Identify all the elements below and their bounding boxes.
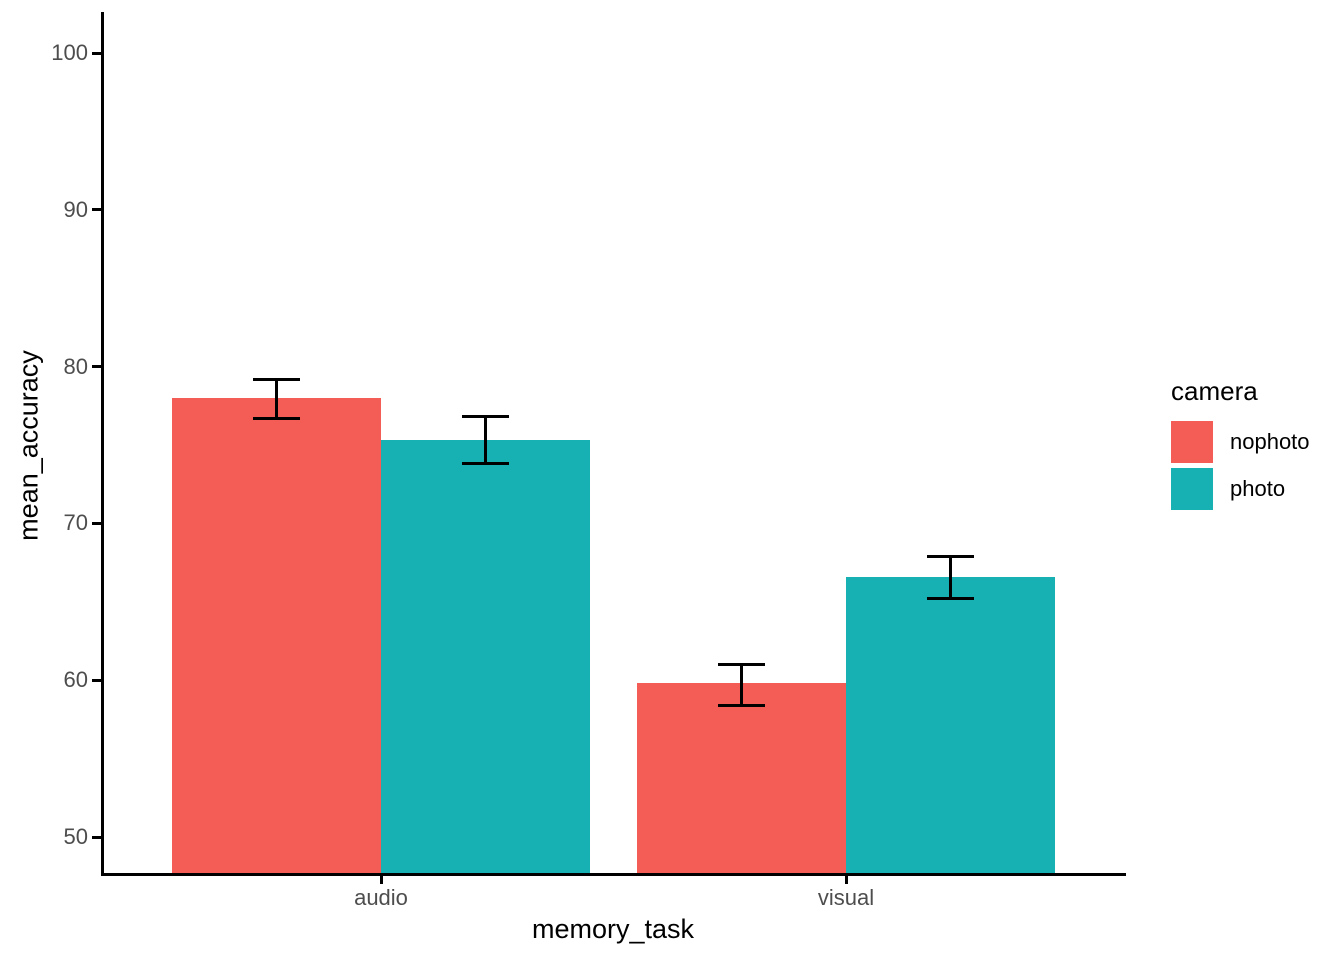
error-bar-stem-audio-photo (484, 416, 487, 464)
legend-item-nophoto: nophoto (1171, 421, 1310, 463)
y-tick-mark (92, 365, 101, 369)
error-bar-cap-top-visual-nophoto (718, 663, 765, 667)
y-tick-label: 90 (63, 196, 88, 222)
y-tick-mark (92, 521, 101, 525)
x-tick-mark (844, 876, 848, 884)
legend-label-nophoto: nophoto (1230, 429, 1310, 454)
x-axis-title: memory_task (531, 914, 695, 944)
legend-swatch-nophoto-icon (1171, 421, 1213, 463)
y-tick-label: 80 (63, 353, 88, 379)
legend: camera nophoto photo (1171, 376, 1310, 515)
y-tick-label: 100 (51, 40, 88, 65)
error-bar-cap-top-audio-photo (462, 415, 509, 419)
bar-visual-photo (846, 576, 1055, 875)
legend-title: camera (1171, 376, 1258, 406)
error-bar-stem-visual-photo (949, 556, 952, 599)
y-tick-label: 50 (63, 824, 88, 849)
error-bar-cap-bottom-audio-nophoto (253, 416, 300, 420)
legend-label-photo: photo (1230, 476, 1286, 501)
y-tick-mark (92, 208, 101, 212)
bar-audio-nophoto (172, 397, 381, 875)
y-tick-label: 70 (63, 510, 88, 536)
legend-item-photo: photo (1171, 468, 1310, 510)
y-tick-mark (92, 51, 101, 55)
y-tick-label: 60 (63, 667, 88, 693)
error-bar-stem-audio-nophoto (275, 379, 278, 419)
bar-visual-nophoto (637, 683, 846, 875)
error-bar-cap-bottom-audio-photo (462, 462, 509, 466)
error-bar-cap-top-audio-nophoto (253, 377, 300, 381)
y-tick-mark (92, 835, 101, 839)
x-axis-line (101, 873, 1126, 876)
y-tick-mark (92, 678, 101, 682)
x-tick-mark (379, 876, 383, 884)
error-bar-cap-top-visual-photo (927, 554, 974, 558)
error-bar-cap-bottom-visual-photo (927, 597, 974, 601)
x-tick-label: visual (817, 885, 875, 910)
y-axis-line (101, 12, 104, 876)
bar-audio-photo (381, 440, 590, 875)
x-tick-label: audio (354, 885, 408, 910)
error-bar-cap-bottom-visual-nophoto (718, 703, 765, 707)
y-axis-title: mean_accuracy (13, 350, 44, 541)
legend-swatch-photo-icon (1171, 468, 1213, 510)
error-bar-stem-visual-nophoto (740, 664, 743, 706)
